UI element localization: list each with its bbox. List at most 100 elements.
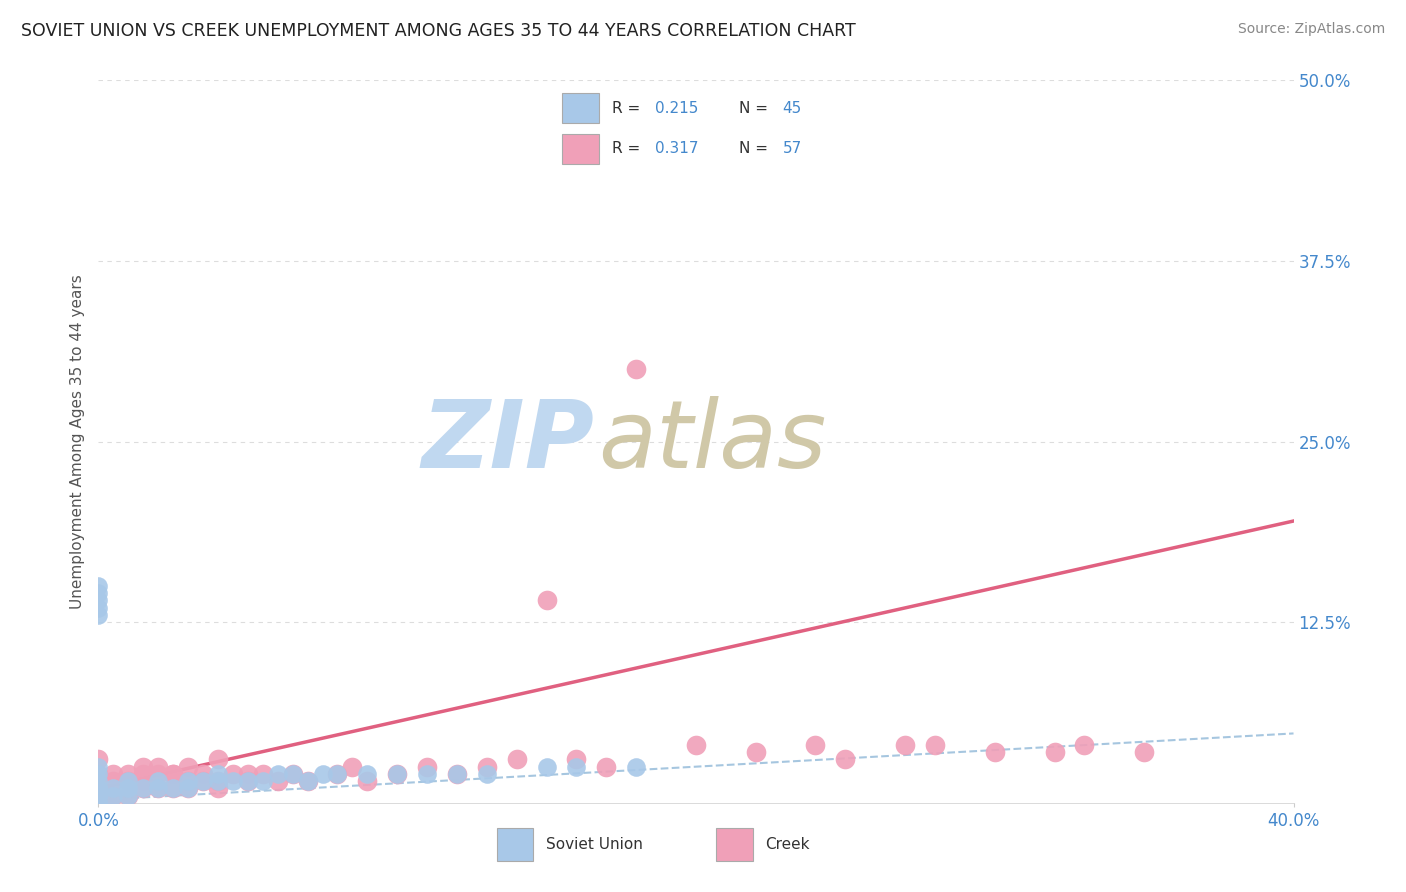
Point xyxy=(87,781,110,796)
Point xyxy=(87,789,110,803)
Point xyxy=(834,752,856,766)
Point xyxy=(416,760,439,774)
Point xyxy=(565,760,588,774)
Point xyxy=(356,767,378,781)
Point xyxy=(267,767,290,781)
Point xyxy=(1043,745,1066,759)
Point xyxy=(311,767,333,781)
Point xyxy=(191,774,214,789)
Point xyxy=(177,760,200,774)
Point xyxy=(342,760,364,774)
Point xyxy=(117,774,139,789)
Point xyxy=(177,781,200,796)
Point xyxy=(87,796,110,810)
Y-axis label: Unemployment Among Ages 35 to 44 years: Unemployment Among Ages 35 to 44 years xyxy=(69,274,84,609)
Point xyxy=(297,774,319,789)
Point xyxy=(103,789,125,803)
Point xyxy=(222,767,245,781)
Point xyxy=(162,767,184,781)
Point xyxy=(87,586,110,600)
Point xyxy=(475,767,498,781)
Point xyxy=(87,767,110,781)
Point xyxy=(87,607,110,622)
Point xyxy=(117,767,139,781)
Point xyxy=(595,760,617,774)
Point xyxy=(117,774,139,789)
Point xyxy=(356,774,378,789)
Point xyxy=(148,760,170,774)
Point xyxy=(207,752,229,766)
Point xyxy=(1133,745,1156,759)
Point xyxy=(191,767,214,781)
Point xyxy=(162,781,184,796)
Point xyxy=(132,781,155,796)
Point xyxy=(207,774,229,789)
Point xyxy=(297,774,319,789)
Point xyxy=(252,767,274,781)
Point xyxy=(745,745,768,759)
Point xyxy=(148,781,170,796)
Point xyxy=(87,781,110,796)
Point xyxy=(804,738,827,752)
Point xyxy=(132,767,155,781)
Point xyxy=(177,774,200,789)
Point xyxy=(446,767,468,781)
Point xyxy=(87,796,110,810)
Text: ZIP: ZIP xyxy=(422,395,595,488)
Point xyxy=(236,767,259,781)
Point xyxy=(894,738,917,752)
Point xyxy=(117,789,139,803)
Text: Source: ZipAtlas.com: Source: ZipAtlas.com xyxy=(1237,22,1385,37)
Point xyxy=(626,362,648,376)
Point xyxy=(103,781,125,796)
Point xyxy=(281,767,304,781)
Point xyxy=(326,767,349,781)
Point xyxy=(252,774,274,789)
Point xyxy=(103,789,125,803)
Point xyxy=(1073,738,1095,752)
Point xyxy=(984,745,1007,759)
Point xyxy=(87,767,110,781)
Point xyxy=(148,781,170,796)
Point xyxy=(132,781,155,796)
Point xyxy=(222,774,245,789)
Point xyxy=(177,781,200,796)
Point xyxy=(87,774,110,789)
Point xyxy=(385,767,409,781)
Point xyxy=(148,774,170,789)
Point xyxy=(103,767,125,781)
Point xyxy=(87,796,110,810)
Point xyxy=(236,774,259,789)
Point xyxy=(536,760,558,774)
Point xyxy=(87,789,110,803)
Point xyxy=(162,767,184,781)
Point xyxy=(87,579,110,593)
Point xyxy=(87,600,110,615)
Point xyxy=(267,774,290,789)
Point xyxy=(148,767,170,781)
Point xyxy=(565,752,588,766)
Point xyxy=(87,593,110,607)
Point xyxy=(162,781,184,796)
Point xyxy=(117,789,139,803)
Point xyxy=(475,760,498,774)
Point xyxy=(177,774,200,789)
Point xyxy=(626,760,648,774)
Point xyxy=(87,789,110,803)
Point xyxy=(536,593,558,607)
Point xyxy=(207,774,229,789)
Point xyxy=(385,767,409,781)
Point xyxy=(103,774,125,789)
Point xyxy=(87,760,110,774)
Point xyxy=(87,781,110,796)
Point xyxy=(236,774,259,789)
Point xyxy=(416,767,439,781)
Point xyxy=(207,781,229,796)
Text: SOVIET UNION VS CREEK UNEMPLOYMENT AMONG AGES 35 TO 44 YEARS CORRELATION CHART: SOVIET UNION VS CREEK UNEMPLOYMENT AMONG… xyxy=(21,22,856,40)
Point xyxy=(132,774,155,789)
Point xyxy=(191,774,214,789)
Point xyxy=(924,738,946,752)
Point xyxy=(506,752,529,766)
Point xyxy=(446,767,468,781)
Point xyxy=(207,767,229,781)
